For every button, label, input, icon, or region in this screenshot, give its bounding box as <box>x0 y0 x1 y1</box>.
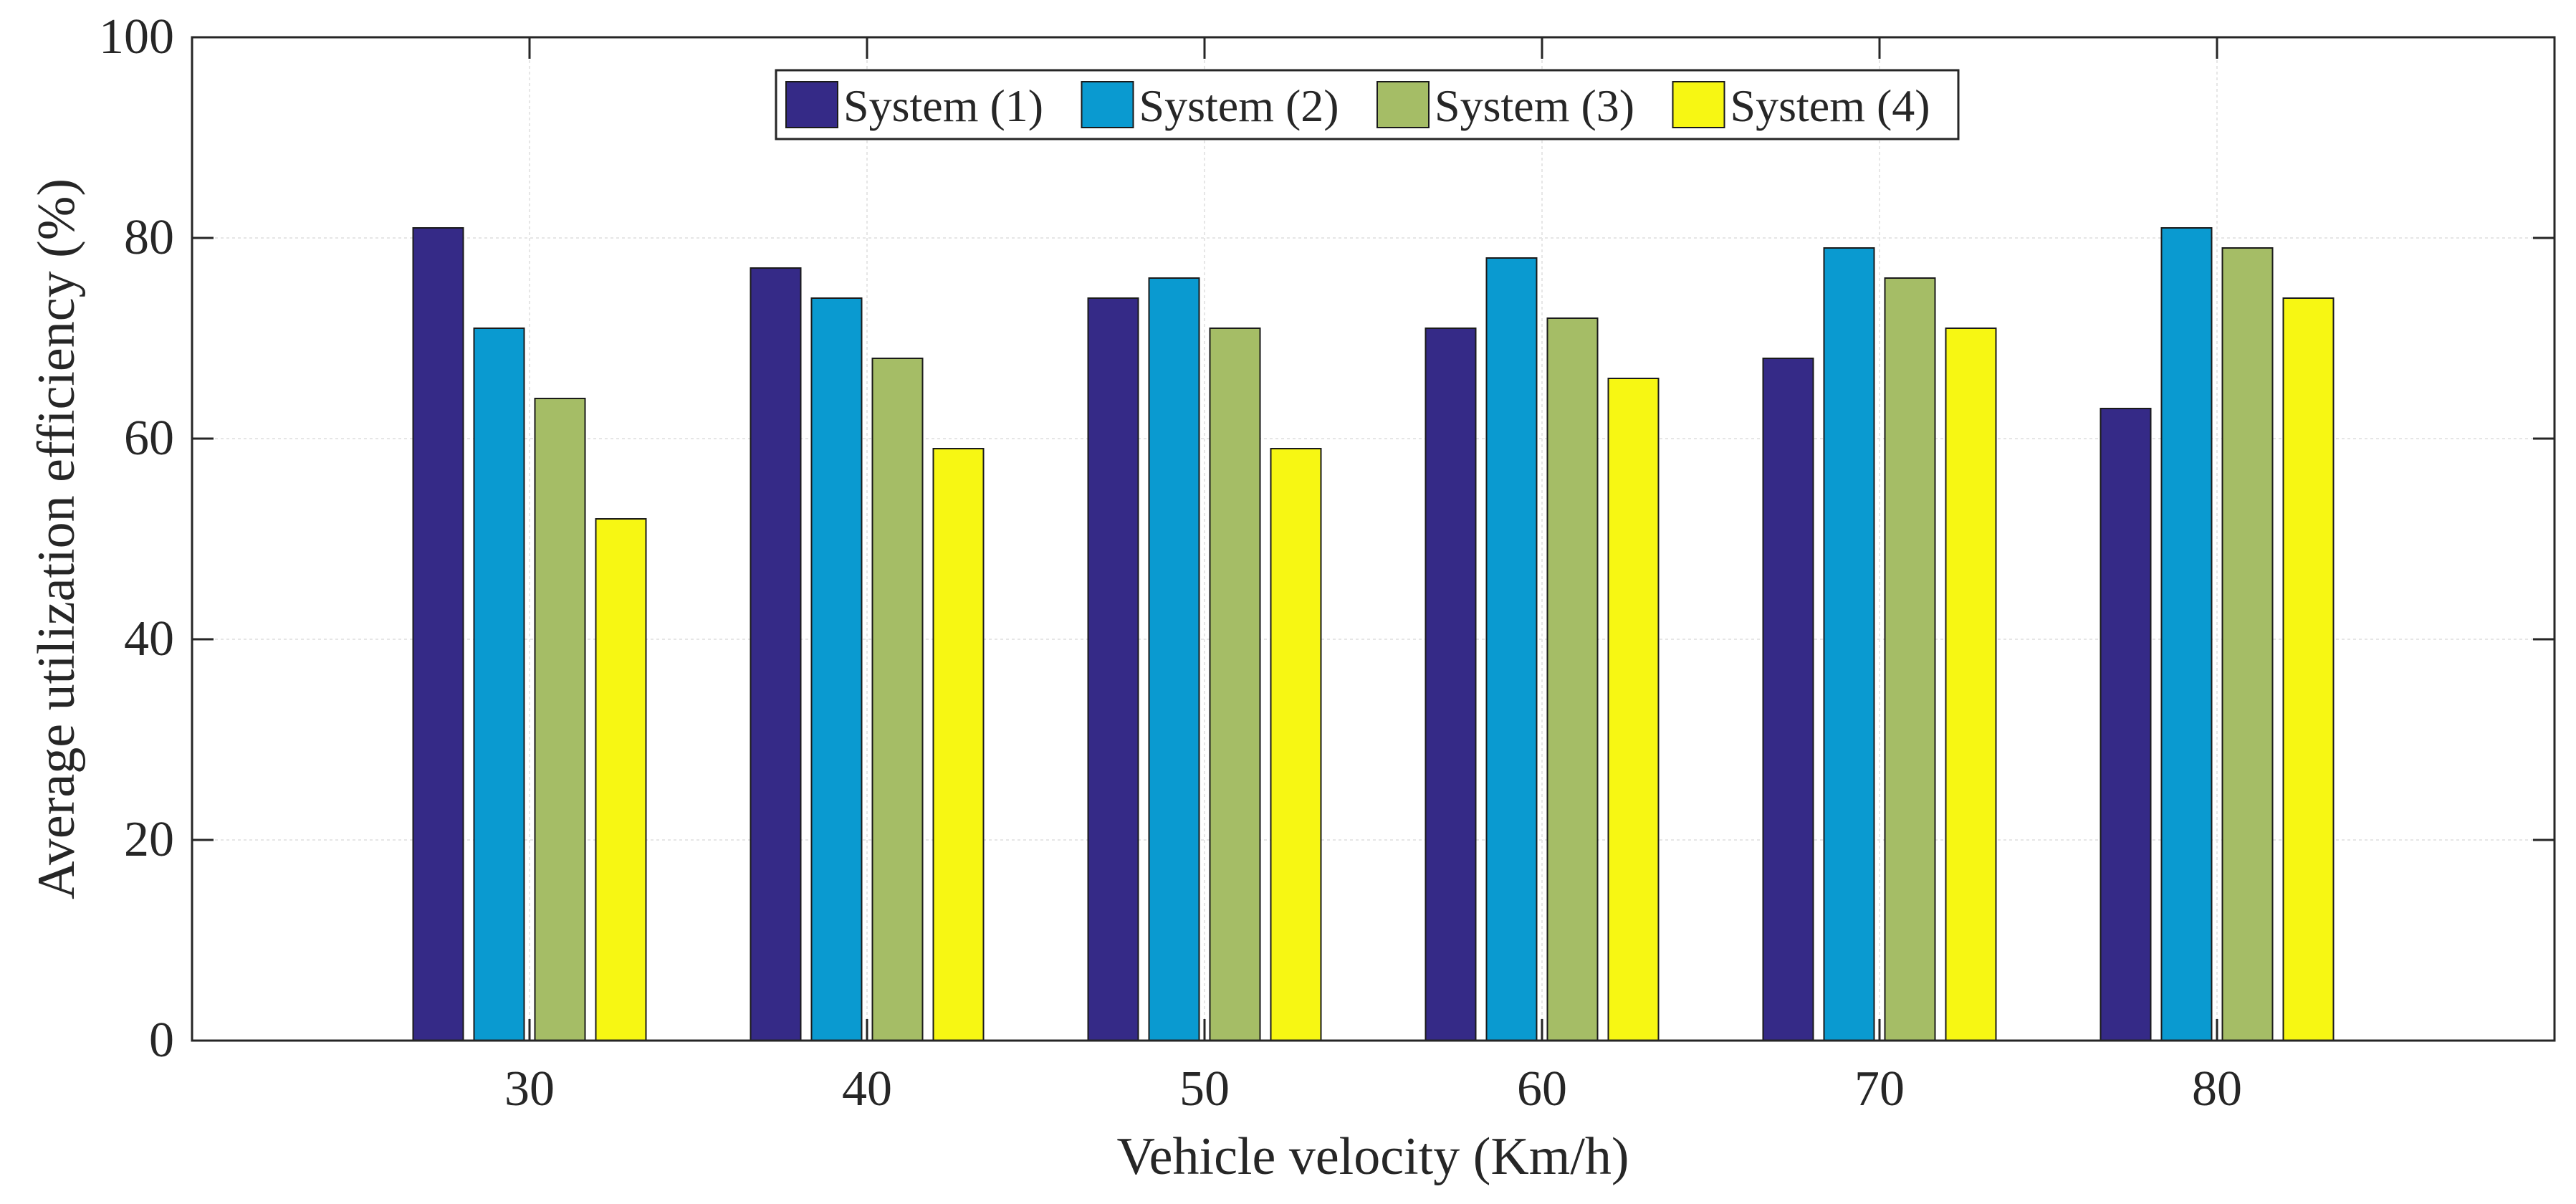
tick-labels: 0 20 40 60 80 100 30 40 50 60 70 80 <box>99 9 2242 1117</box>
legend-swatch <box>1376 81 1430 128</box>
bar-group-50 <box>1087 277 1322 1041</box>
bar-system-4-50 <box>1270 448 1322 1041</box>
bar-group-60 <box>1425 257 1660 1041</box>
bar-system-4-40 <box>932 448 985 1041</box>
bar-system-2-40 <box>810 297 863 1041</box>
x-axis-label: Vehicle velocity (Km/h) <box>1116 1127 1629 1186</box>
x-tick-label: 30 <box>504 1061 555 1117</box>
bar-system-2-80 <box>2160 227 2213 1041</box>
legend-swatch <box>1081 81 1134 128</box>
y-axis-label: Average utilization efficiency (%) <box>27 178 86 899</box>
y-tick-label: 100 <box>99 9 174 64</box>
bar-system-4-80 <box>2282 297 2335 1041</box>
bar-system-3-60 <box>1546 317 1599 1041</box>
y-tick-label: 60 <box>124 411 174 466</box>
legend: System (1) System (2) System (3) System (4) <box>775 69 1960 140</box>
x-tick-label: 70 <box>1854 1061 1905 1117</box>
legend-label: System (1) <box>843 80 1043 131</box>
legend-label: System (2) <box>1139 80 1339 131</box>
bar-system-1-60 <box>1425 328 1477 1041</box>
legend-label: System (4) <box>1730 80 1930 131</box>
x-tick-label: 80 <box>2192 1061 2242 1117</box>
legend-swatch <box>785 81 838 128</box>
plot-area-frame <box>191 36 2556 1042</box>
bar-system-3-50 <box>1209 328 1261 1041</box>
bar-system-2-50 <box>1148 277 1200 1041</box>
y-tick-label: 20 <box>124 812 174 867</box>
axis-ticks <box>192 36 2555 1042</box>
bar-group-70 <box>1762 247 1997 1041</box>
bar-system-4-60 <box>1607 378 1660 1041</box>
bar-system-3-70 <box>1884 277 1936 1041</box>
legend-label: System (3) <box>1435 80 1634 131</box>
y-tick-label: 0 <box>149 1013 174 1068</box>
y-tick-label: 80 <box>124 210 174 265</box>
bar-group-40 <box>750 267 985 1041</box>
bar-system-4-70 <box>1945 328 1997 1041</box>
legend-swatch <box>1672 81 1725 128</box>
bar-group-30 <box>412 227 647 1041</box>
bar-system-3-40 <box>871 358 924 1041</box>
bar-system-2-60 <box>1485 257 1538 1041</box>
bar-group-80 <box>2099 227 2335 1041</box>
bar-system-1-50 <box>1087 297 1139 1041</box>
y-tick-label: 40 <box>124 611 174 666</box>
legend-box <box>775 69 1960 140</box>
x-tick-label: 40 <box>842 1061 892 1117</box>
bar-groups <box>412 227 2335 1041</box>
bar-system-1-80 <box>2099 408 2152 1041</box>
bar-system-2-70 <box>1823 247 1875 1041</box>
x-tick-label: 60 <box>1517 1061 1567 1117</box>
x-tick-label: 50 <box>1179 1061 1230 1117</box>
bar-system-3-30 <box>534 398 586 1041</box>
bar-system-1-40 <box>750 267 802 1041</box>
bar-system-2-30 <box>473 328 525 1041</box>
bar-system-1-70 <box>1762 358 1814 1041</box>
bar-system-4-30 <box>595 518 647 1041</box>
bar-system-1-30 <box>412 227 464 1041</box>
bar-system-3-80 <box>2221 247 2274 1041</box>
